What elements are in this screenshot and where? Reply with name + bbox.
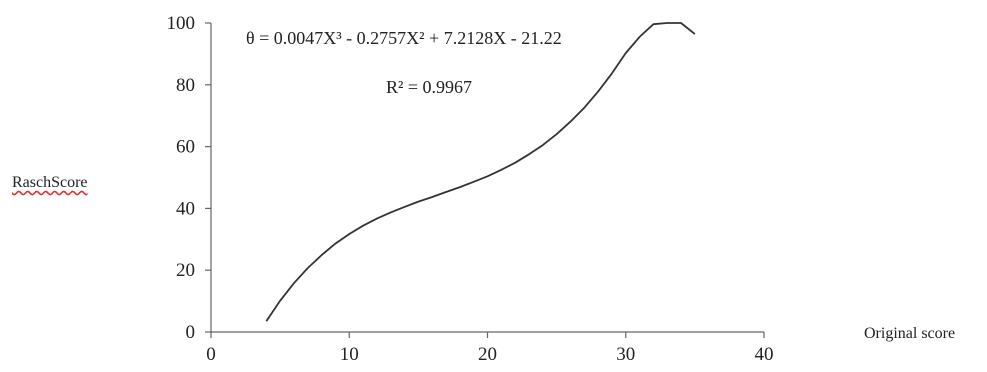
x-axis-label: Original score [864,325,956,342]
y-axis-label: RaschScore [12,174,88,191]
series-group [265,22,696,322]
y-tick-label: 60 [176,137,195,158]
x-tick-label: 40 [755,344,774,365]
y-tick-label: 0 [186,322,196,343]
y-tick-label: 40 [176,198,195,219]
y-tick-label: 100 [167,13,196,34]
x-tick-label: 0 [206,344,216,365]
x-tick-label: 10 [340,344,359,365]
series-line [265,22,696,322]
x-tick-label: 20 [478,344,497,365]
y-tick-label: 80 [176,75,195,96]
r-squared-annotation: R² = 0.9967 [386,77,472,97]
equation-annotation: θ = 0.0047X³ - 0.2757X² + 7.2128X - 21.2… [246,28,562,48]
axes [210,23,764,333]
x-tick-label: 30 [616,344,635,365]
ticks: 0 20 40 60 80 100 0 10 20 30 40 [167,13,774,365]
y-tick-label: 20 [176,260,195,281]
